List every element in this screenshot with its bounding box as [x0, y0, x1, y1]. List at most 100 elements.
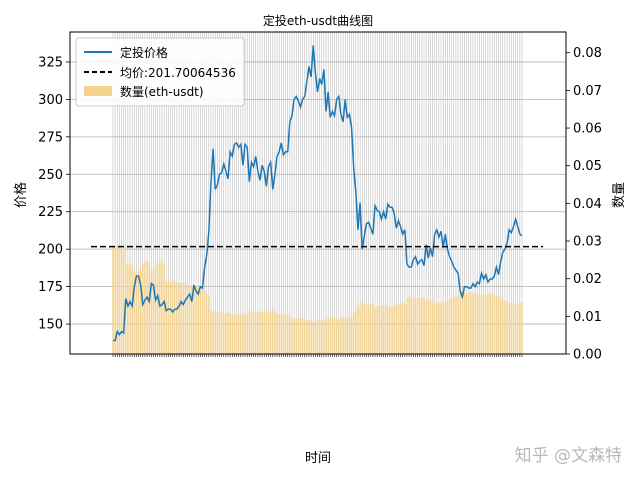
- quantity-bar: [210, 310, 212, 354]
- quantity-bar: [225, 312, 227, 354]
- quantity-bar: [133, 270, 136, 354]
- quantity-bar: [259, 310, 261, 354]
- quantity-bar: [188, 285, 191, 354]
- quantity-bar: [521, 302, 523, 354]
- quantity-bar: [397, 305, 400, 354]
- quantity-bar: [455, 296, 457, 354]
- quantity-bar: [435, 303, 438, 354]
- y-tick-label-left: 200: [38, 243, 63, 258]
- y-tick-label-right: 0.03: [573, 235, 602, 250]
- quantity-bar: [186, 285, 189, 354]
- quantity-bar: [510, 302, 513, 354]
- quantity-bar: [504, 300, 506, 354]
- quantity-bar: [199, 287, 202, 354]
- quantity-bar: [367, 304, 370, 354]
- quantity-bar: [112, 245, 114, 354]
- quantity-bar: [478, 293, 481, 354]
- y-tick-label-left: 250: [38, 168, 63, 183]
- quantity-bar: [120, 247, 123, 354]
- quantity-bar: [350, 315, 353, 354]
- quantity-bar: [421, 298, 423, 354]
- quantity-bar: [384, 305, 387, 354]
- y-tick-label-right: 0.08: [573, 46, 602, 61]
- y-axis-left-ticks: 150 175 200 225 250 275 300 325: [38, 55, 70, 333]
- quantity-bar: [316, 318, 319, 354]
- quantity-bars: [112, 245, 523, 354]
- quantity-bar: [320, 319, 323, 354]
- quantity-bar: [180, 283, 183, 354]
- quantity-bar: [278, 314, 280, 354]
- quantity-bar: [167, 282, 170, 354]
- quantity-bar: [376, 306, 378, 354]
- x-axis-label: 时间: [305, 451, 331, 466]
- y-tick-label-right: 0.07: [573, 84, 602, 99]
- quantity-bar: [286, 314, 289, 354]
- quantity-bar: [495, 296, 498, 354]
- quantity-bar: [499, 297, 502, 354]
- quantity-bar: [239, 314, 242, 354]
- quantity-bar: [489, 293, 491, 354]
- quantity-bar: [265, 309, 268, 354]
- quantity-bar: [457, 295, 459, 354]
- y-tick-label-left: 325: [38, 55, 63, 70]
- quantity-bar: [442, 300, 445, 354]
- quantity-bar: [465, 292, 468, 354]
- quantity-bar: [519, 302, 521, 354]
- y-tick-label-right: 0.01: [573, 310, 602, 325]
- quantity-bar: [497, 294, 500, 354]
- quantity-bar: [363, 302, 366, 354]
- quantity-bar: [297, 318, 300, 354]
- quantity-bar: [163, 263, 165, 354]
- quantity-bar: [335, 318, 338, 354]
- quantity-bar: [146, 261, 148, 354]
- quantity-bar: [476, 293, 479, 354]
- quantity-bar: [389, 306, 391, 354]
- quantity-bar: [306, 320, 308, 354]
- y-axis-left-label: 价格: [13, 182, 29, 208]
- y-axis-right-ticks: 0.00 0.01 0.02 0.03 0.04 0.05 0.06 0.07 0.08: [566, 46, 602, 363]
- quantity-bar: [139, 268, 142, 354]
- legend-label-average: 均价:201.70064536: [120, 66, 236, 80]
- legend-box: [75, 37, 245, 107]
- quantity-bar: [314, 320, 317, 354]
- y-tick-label-right: 0.00: [573, 348, 602, 363]
- quantity-bar: [184, 283, 187, 354]
- quantity-bar: [337, 318, 340, 354]
- quantity-bar: [235, 314, 238, 354]
- y-tick-label-left: 150: [38, 318, 63, 333]
- quantity-bar: [261, 312, 263, 354]
- quantity-bar: [271, 309, 274, 354]
- quantity-bar: [291, 317, 293, 354]
- quantity-bar: [176, 282, 178, 354]
- quantity-bar: [222, 313, 225, 354]
- quantity-bar: [412, 298, 415, 354]
- quantity-bar: [487, 294, 489, 354]
- quantity-bar: [116, 246, 119, 354]
- quantity-bar: [448, 299, 451, 354]
- quantity-bar: [220, 311, 223, 354]
- quantity-bar: [516, 303, 519, 354]
- quantity-bar: [508, 303, 511, 354]
- quantity-bar: [406, 297, 408, 354]
- legend: 定投价格 均价:201.70064536 数量(eth-usdt): [75, 37, 245, 107]
- quantity-bar: [327, 318, 329, 354]
- quantity-bar: [131, 265, 134, 354]
- quantity-bar: [267, 312, 270, 354]
- quantity-bar: [156, 263, 159, 354]
- quantity-bar: [427, 298, 430, 354]
- quantity-bar: [359, 307, 361, 354]
- quantity-bar: [472, 292, 474, 354]
- quantity-bar: [346, 316, 349, 354]
- quantity-bar: [193, 287, 195, 354]
- quantity-bar: [135, 272, 138, 354]
- y-tick-label-left: 275: [38, 130, 63, 145]
- quantity-bar: [369, 303, 372, 354]
- quantity-bar: [514, 304, 517, 354]
- quantity-bar: [178, 282, 180, 354]
- quantity-bar: [303, 318, 306, 354]
- quantity-bar: [203, 290, 206, 354]
- quantity-bar: [461, 289, 464, 354]
- quantity-bar: [331, 317, 334, 354]
- price-line: [113, 45, 523, 342]
